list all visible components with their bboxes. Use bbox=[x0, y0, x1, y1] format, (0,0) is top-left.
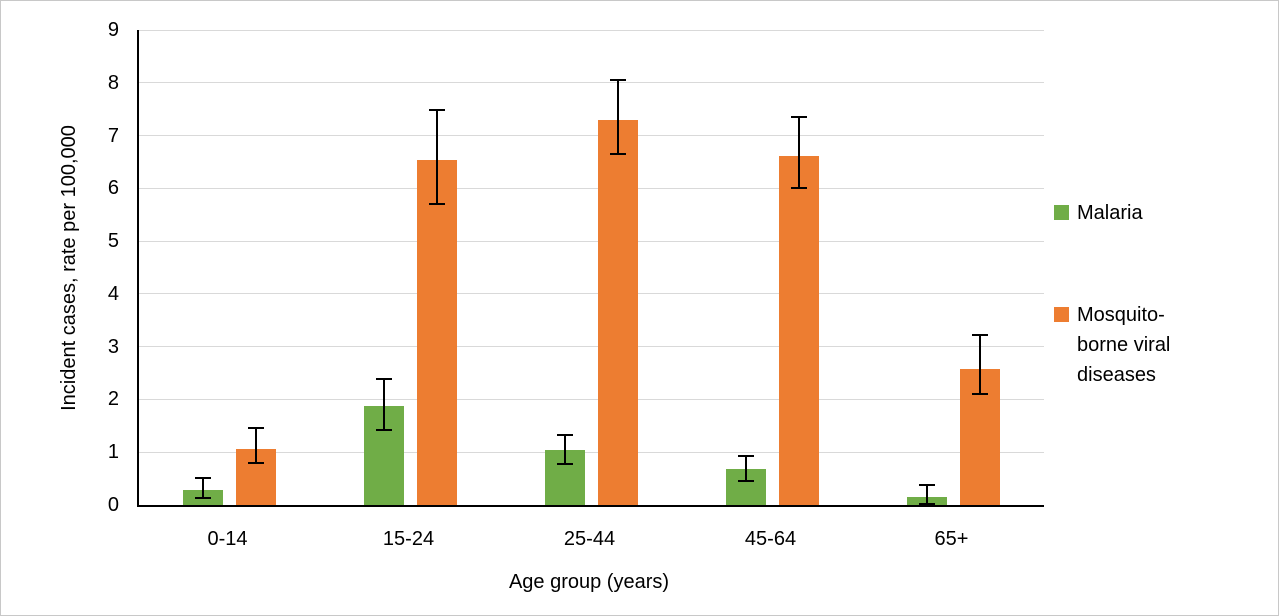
error-bar-malaria-15-24 bbox=[383, 379, 385, 430]
bar-mosquito-borne-viral-diseases-15-24 bbox=[417, 160, 457, 505]
x-axis-title: Age group (years) bbox=[508, 571, 670, 593]
y-tick-label-8: 8 bbox=[107, 71, 119, 94]
error-bar-cap-bottom-mosquito-borne-viral-diseases-25-44 bbox=[610, 153, 626, 156]
error-bar-mosquito-borne-viral-diseases-65+ bbox=[979, 335, 981, 395]
error-bar-mosquito-borne-viral-diseases-0-14 bbox=[255, 428, 257, 464]
x-tick-label-65+: 65+ bbox=[934, 528, 969, 550]
y-tick-label-5: 5 bbox=[107, 230, 119, 253]
y-tick-label-7: 7 bbox=[107, 124, 119, 147]
error-bar-cap-top-malaria-15-24 bbox=[376, 378, 392, 381]
error-bar-cap-bottom-mosquito-borne-viral-diseases-65+ bbox=[972, 393, 988, 396]
error-bar-cap-bottom-malaria-45-64 bbox=[738, 479, 754, 482]
y-tick-label-4: 4 bbox=[107, 282, 119, 305]
error-bar-mosquito-borne-viral-diseases-15-24 bbox=[436, 110, 438, 205]
error-bar-cap-bottom-malaria-15-24 bbox=[376, 428, 392, 431]
bar-mosquito-borne-viral-diseases-45-64 bbox=[779, 155, 819, 505]
y-tick-label-9: 9 bbox=[107, 19, 119, 41]
gridline-y-2 bbox=[139, 398, 1044, 400]
legend-swatch-malaria bbox=[1054, 205, 1069, 220]
x-tick-label-25-44: 25-44 bbox=[563, 528, 616, 550]
gridline-y-6 bbox=[139, 187, 1044, 189]
error-bar-cap-top-mosquito-borne-viral-diseases-25-44 bbox=[610, 79, 626, 82]
error-bar-cap-top-malaria-45-64 bbox=[738, 455, 754, 458]
gridline-y-3 bbox=[139, 346, 1044, 348]
error-bar-cap-bottom-mosquito-borne-viral-diseases-0-14 bbox=[248, 462, 264, 465]
legend-label-malaria: Malaria bbox=[1077, 202, 1143, 224]
error-bar-malaria-25-44 bbox=[564, 434, 566, 464]
gridline-y-9 bbox=[139, 29, 1044, 31]
gridline-y-5 bbox=[139, 240, 1044, 242]
gridline-y-7 bbox=[139, 135, 1044, 137]
error-bar-cap-top-mosquito-borne-viral-diseases-65+ bbox=[972, 334, 988, 337]
error-bar-cap-bottom-mosquito-borne-viral-diseases-15-24 bbox=[429, 203, 445, 206]
error-bar-cap-top-mosquito-borne-viral-diseases-15-24 bbox=[429, 109, 445, 112]
x-tick-label-45-64: 45-64 bbox=[744, 528, 797, 550]
error-bar-mosquito-borne-viral-diseases-25-44 bbox=[617, 80, 619, 155]
x-tick-label-0-14: 0-14 bbox=[207, 528, 248, 550]
y-tick-label-2: 2 bbox=[107, 388, 119, 411]
y-tick-label-3: 3 bbox=[107, 335, 119, 358]
legend-swatch-mosquito-borne-viral-diseases bbox=[1054, 307, 1069, 322]
y-tick-label-0: 0 bbox=[107, 494, 119, 516]
legend-item-malaria: Malaria bbox=[1054, 198, 1197, 228]
x-tick-label-15-24: 15-24 bbox=[382, 528, 435, 550]
error-bar-cap-top-malaria-25-44 bbox=[557, 433, 573, 436]
error-bar-malaria-45-64 bbox=[745, 456, 747, 481]
error-bar-cap-top-mosquito-borne-viral-diseases-45-64 bbox=[791, 116, 807, 119]
legend-item-mosquito-borne-viral-diseases: Mosquito-borne viral diseases bbox=[1054, 300, 1197, 390]
error-bar-cap-bottom-malaria-0-14 bbox=[195, 497, 211, 500]
legend-label-mosquito-borne-viral-diseases: Mosquito-borne viral diseases bbox=[1077, 304, 1171, 386]
error-bar-cap-top-malaria-65+ bbox=[919, 483, 935, 486]
bar-mosquito-borne-viral-diseases-25-44 bbox=[598, 119, 638, 505]
error-bar-cap-bottom-mosquito-borne-viral-diseases-45-64 bbox=[791, 187, 807, 190]
y-tick-label-6: 6 bbox=[107, 177, 119, 200]
plot-area bbox=[137, 29, 1044, 507]
gridline-y-8 bbox=[139, 82, 1044, 84]
error-bar-malaria-65+ bbox=[926, 484, 928, 504]
error-bar-mosquito-borne-viral-diseases-45-64 bbox=[798, 117, 800, 189]
error-bar-cap-top-mosquito-borne-viral-diseases-0-14 bbox=[248, 427, 264, 430]
gridline-y-4 bbox=[139, 293, 1044, 295]
gridline-y-1 bbox=[139, 451, 1044, 453]
error-bar-cap-bottom-malaria-65+ bbox=[919, 502, 935, 505]
y-tick-label-1: 1 bbox=[107, 441, 119, 464]
error-bar-malaria-0-14 bbox=[202, 477, 204, 499]
error-bar-cap-bottom-malaria-25-44 bbox=[557, 462, 573, 465]
error-bar-cap-top-malaria-0-14 bbox=[195, 476, 211, 479]
